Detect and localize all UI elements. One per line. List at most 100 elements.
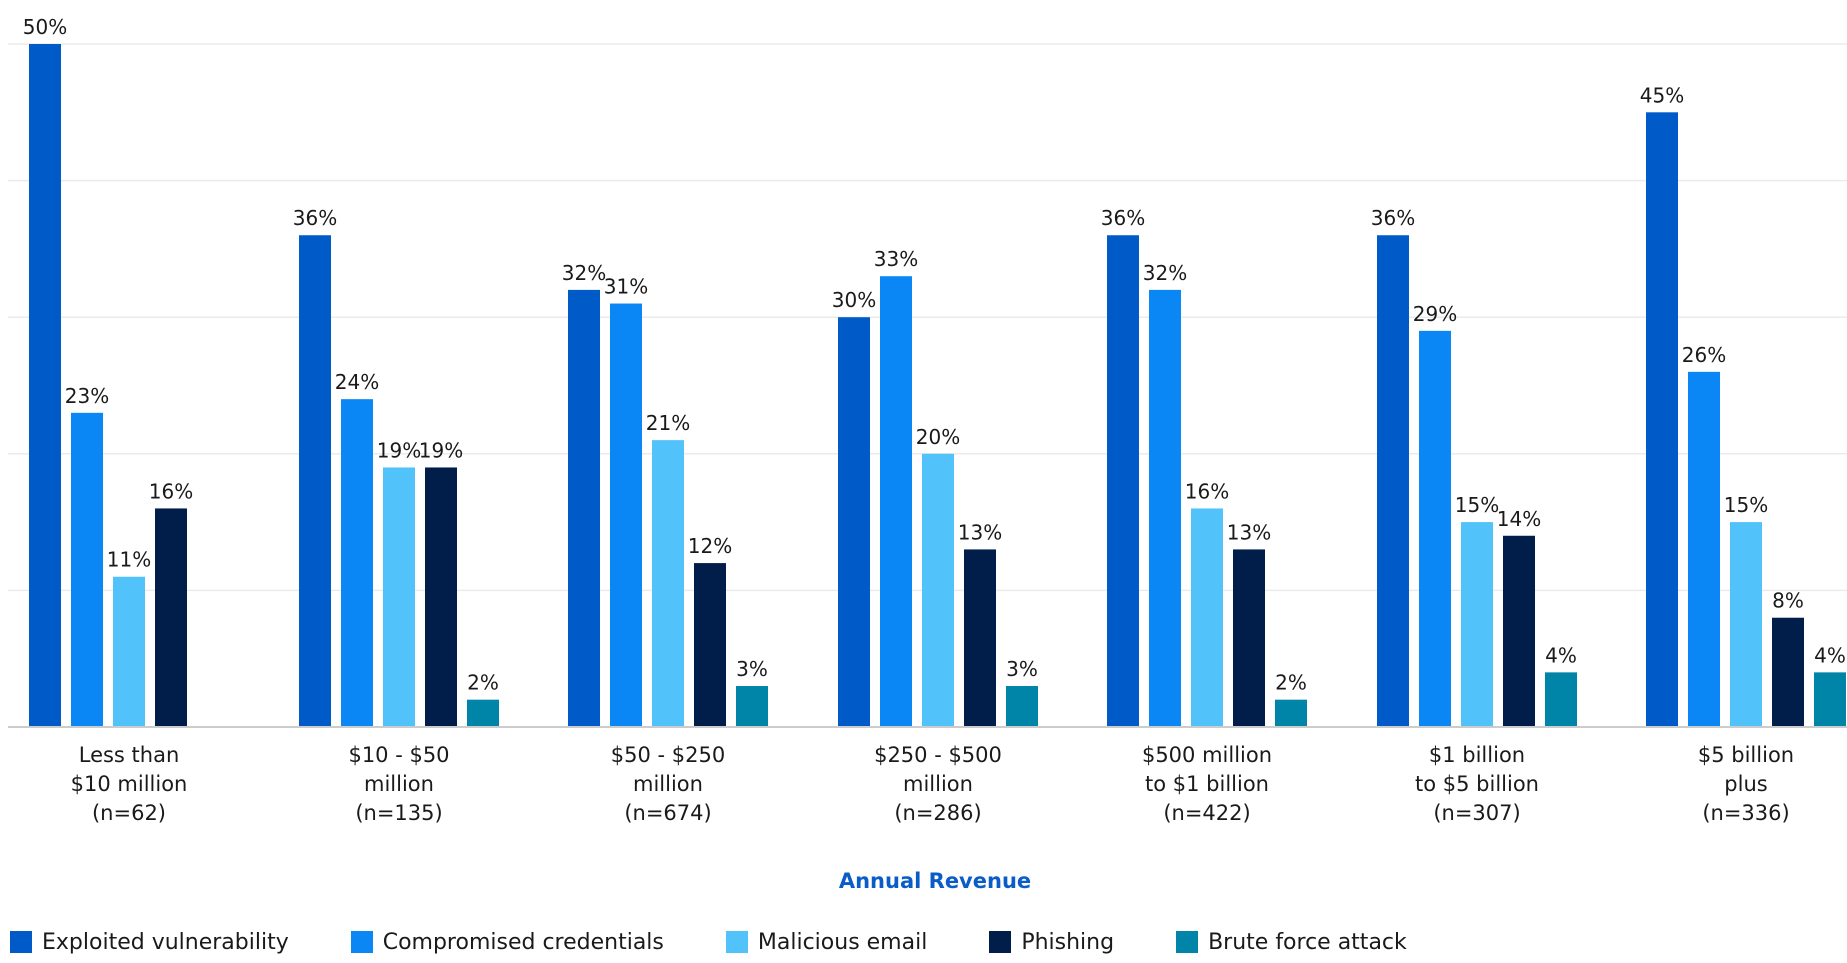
data-label: 36% <box>293 206 337 230</box>
data-label: 14% <box>1497 507 1541 531</box>
bar <box>1772 617 1804 727</box>
tick-label: $5 billion <box>1698 743 1794 767</box>
data-label: 12% <box>688 534 732 558</box>
bar <box>1275 699 1307 727</box>
legend: Exploited vulnerability Compromised crede… <box>10 929 1469 955</box>
data-label: 16% <box>1185 479 1229 503</box>
bar <box>880 276 912 727</box>
tick-label: (n=286) <box>894 801 981 825</box>
data-label: 29% <box>1413 302 1457 326</box>
legend-item: Phishing <box>989 930 1114 955</box>
bar <box>568 289 600 727</box>
bar <box>838 317 870 727</box>
bar <box>1814 672 1846 727</box>
tick-label: (n=422) <box>1163 801 1250 825</box>
bar <box>1233 549 1265 727</box>
data-label: 3% <box>1006 657 1038 681</box>
legend-label: Exploited vulnerability <box>42 929 289 955</box>
data-label: 31% <box>604 275 648 299</box>
data-label: 26% <box>1682 343 1726 367</box>
tick-label: million <box>364 772 434 796</box>
bar <box>29 44 61 727</box>
bar <box>155 508 187 727</box>
bar <box>1646 112 1678 728</box>
bar <box>610 303 642 727</box>
data-label: 36% <box>1371 206 1415 230</box>
legend-swatch <box>989 931 1012 953</box>
data-label: 23% <box>65 384 109 408</box>
data-label: 4% <box>1545 643 1577 667</box>
data-label: 19% <box>419 438 463 462</box>
bar <box>736 686 768 727</box>
legend-swatch <box>725 931 748 953</box>
tick-label: $1 billion <box>1429 743 1525 767</box>
data-label: 13% <box>1227 520 1271 544</box>
bar <box>652 440 684 727</box>
bar <box>341 399 373 727</box>
data-label: 19% <box>377 438 421 462</box>
legend-label: Malicious email <box>757 929 928 955</box>
bar <box>1191 508 1223 727</box>
bar <box>1107 235 1139 728</box>
x-axis-title: Annual Revenue <box>839 869 1031 893</box>
data-label: 36% <box>1101 206 1145 230</box>
data-label: 24% <box>335 370 379 394</box>
data-label: 32% <box>562 261 606 285</box>
bar <box>383 467 415 727</box>
data-label: 15% <box>1455 493 1499 517</box>
data-label: 32% <box>1143 261 1187 285</box>
tick-label: (n=674) <box>624 801 711 825</box>
bar <box>1377 235 1409 728</box>
bar <box>1688 371 1720 727</box>
tick-label: to $5 billion <box>1415 772 1539 796</box>
data-label: 8% <box>1772 589 1804 613</box>
data-label: 30% <box>832 288 876 312</box>
data-label: 16% <box>149 479 193 503</box>
tick-label: to $1 billion <box>1145 772 1269 796</box>
bar <box>113 576 145 727</box>
tick-label: $10 million <box>71 772 188 796</box>
tick-label: plus <box>1724 772 1767 796</box>
bar <box>922 453 954 727</box>
data-label: 3% <box>736 657 768 681</box>
tick-label: million <box>633 772 703 796</box>
tick-label: (n=307) <box>1433 801 1520 825</box>
tick-label: $250 - $500 <box>874 743 1002 767</box>
legend-label: Phishing <box>1021 929 1115 955</box>
bar <box>694 563 726 727</box>
bar <box>1419 330 1451 727</box>
data-label: 45% <box>1640 83 1684 107</box>
data-label: 21% <box>646 411 690 435</box>
data-label: 2% <box>467 671 499 695</box>
category-labels: Less than $10 million (n=62) $10 - $50 milli… <box>71 743 1794 825</box>
bar <box>1503 535 1535 727</box>
tick-label: $50 - $250 <box>611 743 725 767</box>
tick-label: (n=135) <box>355 801 442 825</box>
bar <box>1730 522 1762 727</box>
bar <box>299 235 331 728</box>
legend-item: Compromised credentials <box>350 929 664 955</box>
legend-item: Exploited vulnerability <box>10 930 289 955</box>
legend-swatch <box>350 931 373 953</box>
legend-label: Brute force attack <box>1208 929 1407 955</box>
tick-label: Less than <box>79 743 180 767</box>
bar <box>425 467 457 727</box>
legend-item: Malicious email <box>725 929 928 955</box>
data-label: 33% <box>874 247 918 271</box>
bar <box>1461 522 1493 727</box>
data-label: 11% <box>107 548 151 572</box>
data-label: 2% <box>1275 671 1307 695</box>
tick-label: $500 million <box>1142 743 1272 767</box>
tick-label: (n=336) <box>1702 801 1789 825</box>
data-label: 20% <box>916 425 960 449</box>
data-label: 15% <box>1724 493 1768 517</box>
bar <box>1149 289 1181 727</box>
bar <box>1545 672 1577 727</box>
bar <box>1006 686 1038 727</box>
bars <box>29 44 1846 728</box>
tick-label: (n=62) <box>92 801 166 825</box>
tick-label: $10 - $50 <box>348 743 449 767</box>
legend-label: Compromised credentials <box>382 929 664 955</box>
tick-label: million <box>903 772 973 796</box>
